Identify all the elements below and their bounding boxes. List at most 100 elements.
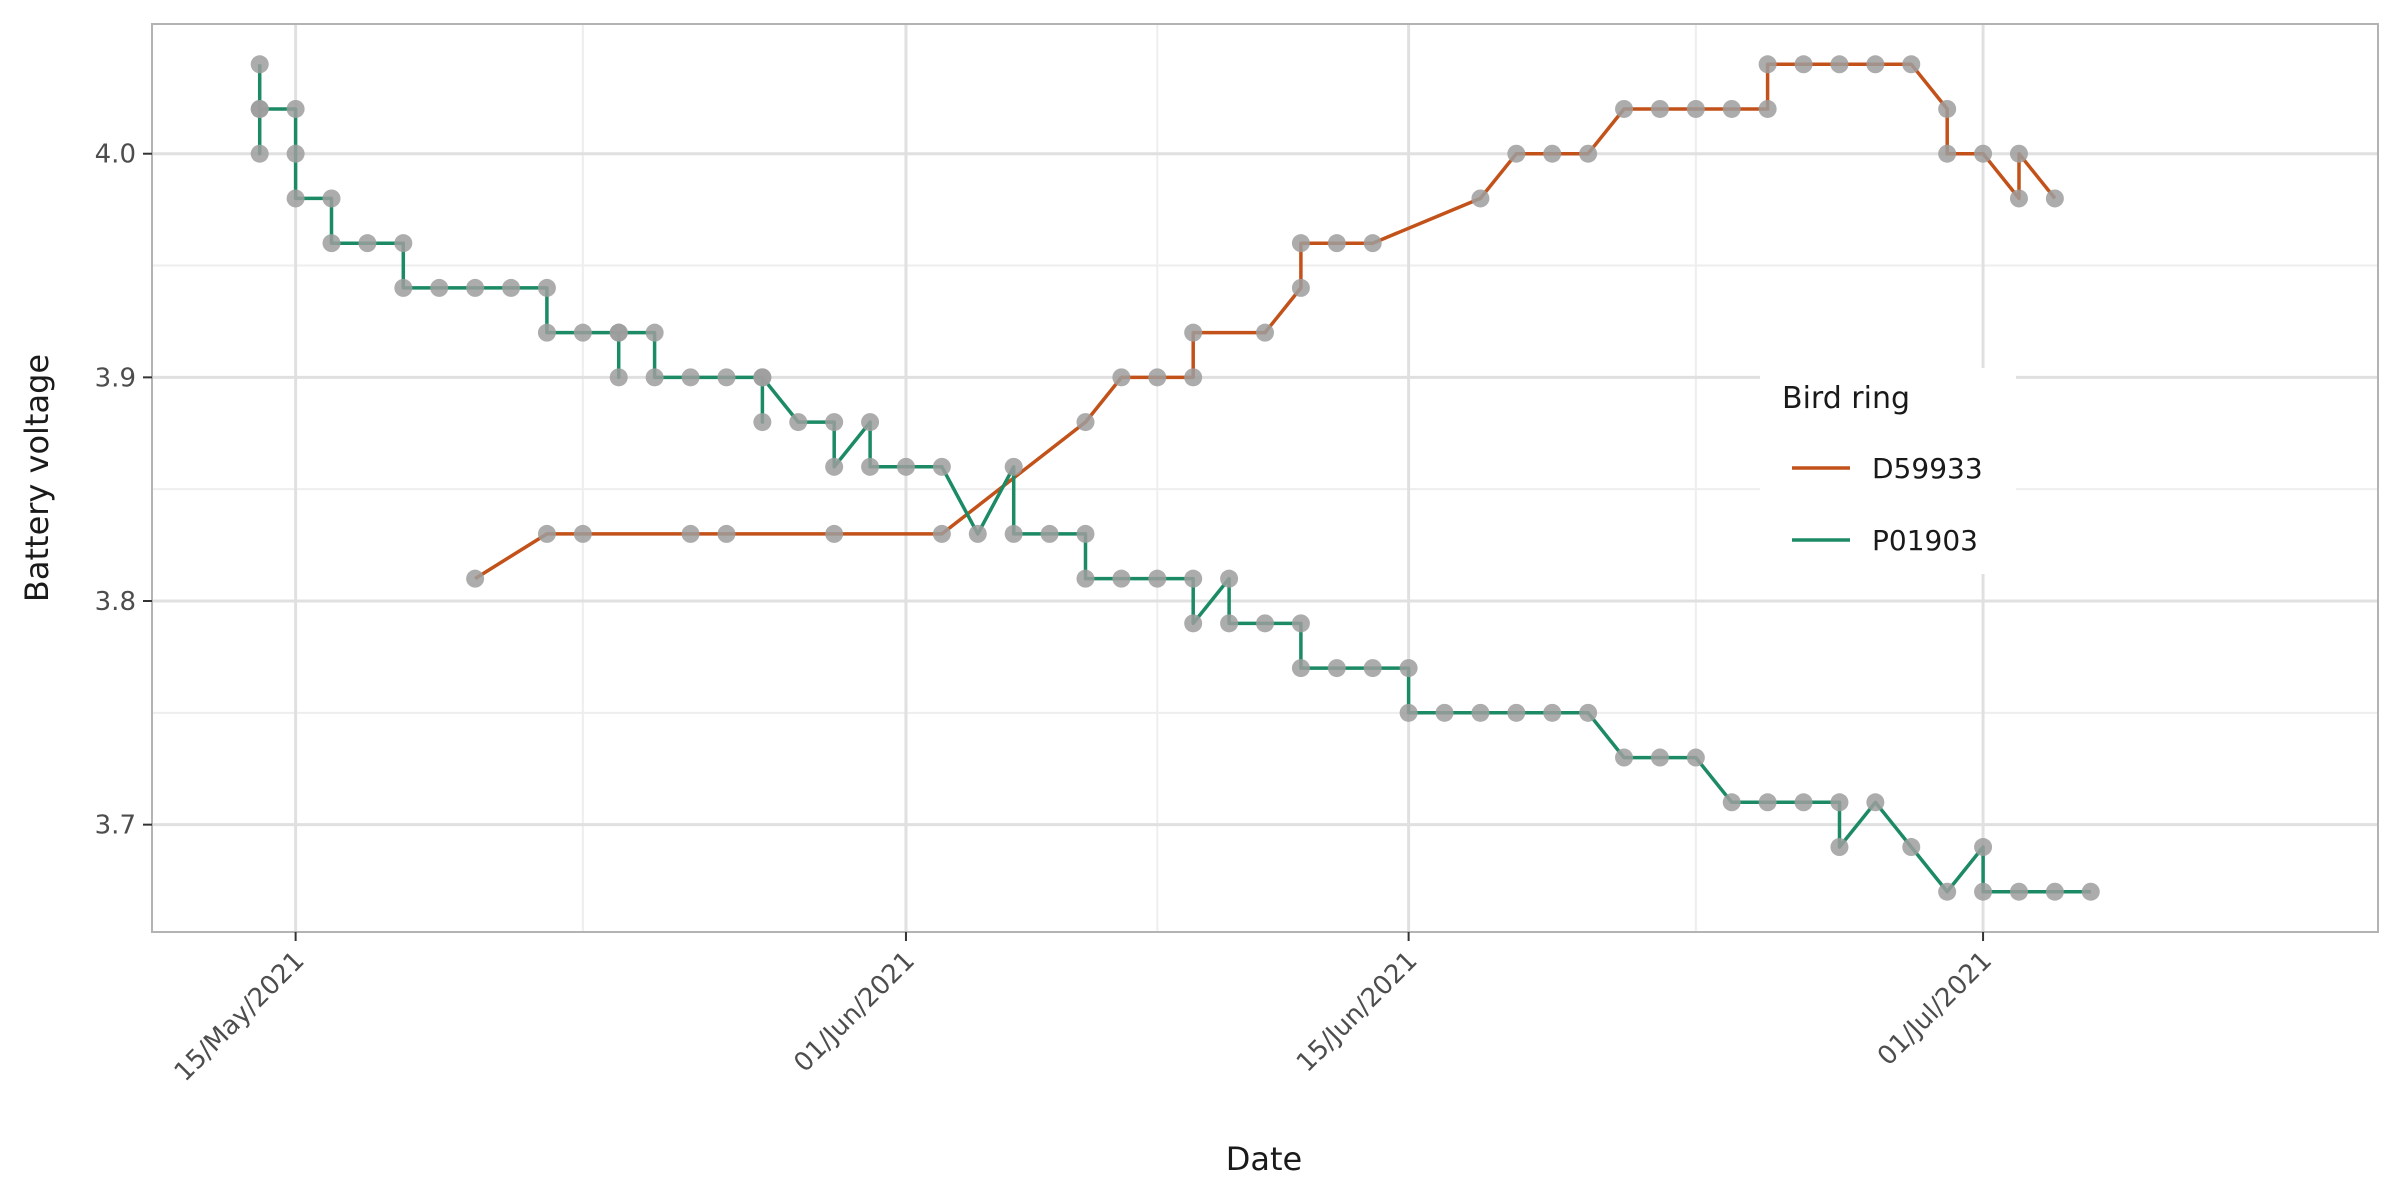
data-point-p01903 bbox=[1722, 793, 1741, 812]
data-point-p01903 bbox=[753, 413, 772, 432]
data-point-p01903 bbox=[1184, 614, 1203, 633]
data-point-d59933 bbox=[825, 524, 844, 543]
data-point-d59933 bbox=[1291, 234, 1310, 253]
data-point-d59933 bbox=[1291, 278, 1310, 297]
data-point-p01903 bbox=[466, 278, 485, 297]
data-point-p01903 bbox=[753, 368, 772, 387]
data-point-p01903 bbox=[968, 524, 987, 543]
data-point-d59933 bbox=[1722, 99, 1741, 118]
data-point-p01903 bbox=[932, 457, 951, 476]
data-point-d59933 bbox=[1076, 413, 1095, 432]
data-point-p01903 bbox=[1184, 569, 1203, 588]
data-point-p01903 bbox=[286, 99, 305, 118]
data-point-p01903 bbox=[609, 323, 628, 342]
data-point-p01903 bbox=[250, 55, 269, 74]
data-point-d59933 bbox=[1938, 144, 1957, 163]
legend-label-d59933: D59933 bbox=[1872, 452, 1983, 485]
data-point-d59933 bbox=[1758, 99, 1777, 118]
data-point-p01903 bbox=[2009, 882, 2028, 901]
data-point-p01903 bbox=[1327, 659, 1346, 678]
x-tick-label: 01/Jul/2021 bbox=[1872, 946, 1998, 1072]
data-point-p01903 bbox=[1615, 748, 1634, 767]
data-point-p01903 bbox=[681, 368, 700, 387]
data-point-p01903 bbox=[1435, 703, 1454, 722]
data-point-p01903 bbox=[1076, 569, 1095, 588]
data-point-p01903 bbox=[1291, 614, 1310, 633]
data-point-p01903 bbox=[1543, 703, 1562, 722]
data-point-d59933 bbox=[681, 524, 700, 543]
data-point-p01903 bbox=[537, 278, 556, 297]
legend: Bird ring D59933 P01903 bbox=[1760, 368, 2016, 574]
data-points bbox=[250, 55, 2100, 901]
legend-label-p01903: P01903 bbox=[1872, 524, 1978, 557]
data-point-p01903 bbox=[1507, 703, 1526, 722]
data-point-p01903 bbox=[1291, 659, 1310, 678]
data-point-p01903 bbox=[286, 144, 305, 163]
data-point-p01903 bbox=[1830, 793, 1849, 812]
grid bbox=[152, 24, 2378, 932]
data-point-p01903 bbox=[1902, 838, 1921, 857]
data-point-p01903 bbox=[861, 413, 880, 432]
data-point-d59933 bbox=[2009, 189, 2028, 208]
data-point-p01903 bbox=[1399, 659, 1418, 678]
data-point-p01903 bbox=[502, 278, 521, 297]
data-point-d59933 bbox=[1902, 55, 1921, 74]
x-tick-label: 15/May/2021 bbox=[169, 946, 311, 1088]
data-point-p01903 bbox=[609, 368, 628, 387]
plot-panel-border bbox=[151, 23, 2379, 933]
data-point-d59933 bbox=[2045, 189, 2064, 208]
data-point-p01903 bbox=[250, 144, 269, 163]
y-axis-title: Battery voltage bbox=[18, 354, 56, 602]
data-point-p01903 bbox=[1040, 524, 1059, 543]
data-point-p01903 bbox=[1758, 793, 1777, 812]
data-point-d59933 bbox=[1543, 144, 1562, 163]
data-point-d59933 bbox=[1650, 99, 1669, 118]
data-point-d59933 bbox=[1579, 144, 1598, 163]
y-tick-label: 3.8 bbox=[95, 587, 136, 617]
data-point-d59933 bbox=[466, 569, 485, 588]
data-point-p01903 bbox=[1112, 569, 1131, 588]
data-point-p01903 bbox=[1794, 793, 1813, 812]
y-tick-label: 3.9 bbox=[95, 363, 136, 393]
data-point-d59933 bbox=[932, 524, 951, 543]
data-point-p01903 bbox=[286, 189, 305, 208]
data-point-d59933 bbox=[1184, 323, 1203, 342]
data-point-p01903 bbox=[394, 278, 413, 297]
x-tick-label: 01/Jun/2021 bbox=[788, 946, 921, 1079]
data-point-p01903 bbox=[825, 457, 844, 476]
data-point-p01903 bbox=[430, 278, 449, 297]
data-point-d59933 bbox=[1112, 368, 1131, 387]
data-point-p01903 bbox=[537, 323, 556, 342]
legend-title: Bird ring bbox=[1782, 381, 1910, 416]
data-point-p01903 bbox=[1004, 524, 1023, 543]
data-point-d59933 bbox=[1758, 55, 1777, 74]
data-point-d59933 bbox=[1615, 99, 1634, 118]
data-point-d59933 bbox=[1938, 99, 1957, 118]
data-point-p01903 bbox=[1579, 703, 1598, 722]
data-point-p01903 bbox=[1220, 614, 1239, 633]
data-point-p01903 bbox=[717, 368, 736, 387]
x-axis-title: Date bbox=[1226, 1140, 1302, 1178]
data-point-d59933 bbox=[1363, 234, 1382, 253]
data-point-p01903 bbox=[1830, 838, 1849, 857]
data-point-d59933 bbox=[2009, 144, 2028, 163]
data-point-d59933 bbox=[717, 524, 736, 543]
data-point-d59933 bbox=[1974, 144, 1993, 163]
data-point-d59933 bbox=[1507, 144, 1526, 163]
data-point-d59933 bbox=[1471, 189, 1490, 208]
data-point-p01903 bbox=[1148, 569, 1167, 588]
legend-items: D59933 P01903 bbox=[1792, 452, 1983, 557]
data-point-p01903 bbox=[250, 99, 269, 118]
data-point-p01903 bbox=[1220, 569, 1239, 588]
data-point-p01903 bbox=[322, 189, 341, 208]
data-point-p01903 bbox=[1866, 793, 1885, 812]
data-point-p01903 bbox=[2045, 882, 2064, 901]
data-point-p01903 bbox=[1650, 748, 1669, 767]
data-point-p01903 bbox=[394, 234, 413, 253]
data-point-p01903 bbox=[573, 323, 592, 342]
data-point-p01903 bbox=[1399, 703, 1418, 722]
data-point-d59933 bbox=[1866, 55, 1885, 74]
data-point-p01903 bbox=[825, 413, 844, 432]
